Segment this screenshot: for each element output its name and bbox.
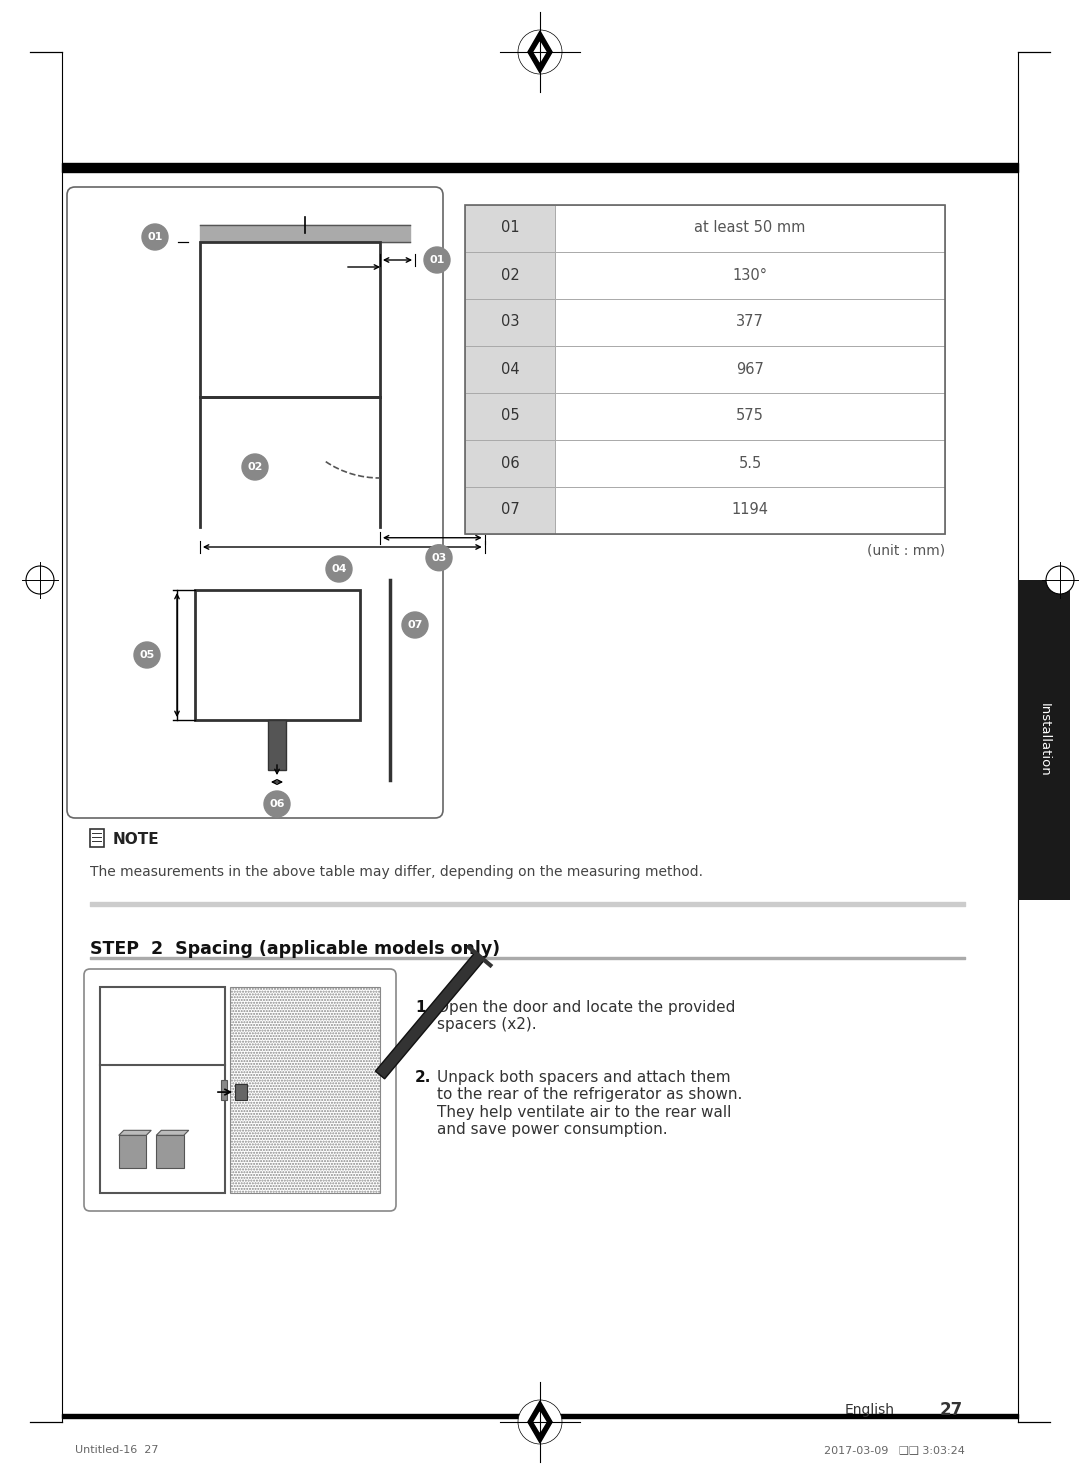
Circle shape <box>1047 567 1074 595</box>
Polygon shape <box>376 952 484 1079</box>
Text: 06: 06 <box>269 799 285 810</box>
Circle shape <box>264 790 291 817</box>
Text: Installation: Installation <box>1038 704 1051 777</box>
Text: 967: 967 <box>737 362 764 377</box>
Text: 575: 575 <box>737 409 764 424</box>
Text: 05: 05 <box>501 409 519 424</box>
Text: 27: 27 <box>940 1401 963 1419</box>
Bar <box>195 590 360 720</box>
Polygon shape <box>528 31 552 74</box>
Bar <box>555 252 945 299</box>
Text: 5.5: 5.5 <box>739 455 761 471</box>
Text: 02: 02 <box>501 268 519 283</box>
Bar <box>1018 580 1070 899</box>
Text: at least 50 mm: at least 50 mm <box>694 221 806 236</box>
Text: 01: 01 <box>430 255 445 265</box>
Text: The measurements in the above table may differ, depending on the measuring metho: The measurements in the above table may … <box>90 866 703 879</box>
Text: STEP  2  Spacing (applicable models only): STEP 2 Spacing (applicable models only) <box>90 941 500 958</box>
Bar <box>157 1135 184 1169</box>
Circle shape <box>424 247 450 272</box>
Bar <box>119 1135 146 1169</box>
Text: 04: 04 <box>501 362 519 377</box>
Text: 02: 02 <box>247 462 262 473</box>
Circle shape <box>26 567 54 595</box>
Bar <box>465 393 555 440</box>
Text: 05: 05 <box>139 651 154 659</box>
Bar <box>235 1083 247 1100</box>
Bar <box>465 205 945 534</box>
FancyBboxPatch shape <box>67 187 443 818</box>
Bar <box>221 1079 227 1100</box>
Text: 1.: 1. <box>415 999 431 1016</box>
Text: Untitled-16  27: Untitled-16 27 <box>75 1446 159 1454</box>
Text: 07: 07 <box>407 620 422 630</box>
Circle shape <box>242 453 268 480</box>
Bar <box>555 393 945 440</box>
Bar <box>555 487 945 534</box>
Bar <box>555 440 945 487</box>
Bar <box>465 252 555 299</box>
FancyBboxPatch shape <box>84 969 396 1211</box>
Text: 03: 03 <box>431 553 447 562</box>
Text: 2.: 2. <box>415 1070 431 1085</box>
Text: 04: 04 <box>332 564 347 574</box>
Text: NOTE: NOTE <box>113 833 160 848</box>
Bar <box>230 988 380 1192</box>
Polygon shape <box>119 1130 151 1135</box>
Bar <box>200 241 380 397</box>
Bar <box>268 720 286 770</box>
Polygon shape <box>157 1130 189 1135</box>
Text: Unpack both spacers and attach them
to the rear of the refrigerator as shown.
Th: Unpack both spacers and attach them to t… <box>437 1070 742 1138</box>
Bar <box>465 346 555 393</box>
Text: 1194: 1194 <box>731 502 769 518</box>
Text: 377: 377 <box>737 315 764 330</box>
Text: 2017-03-09   ❑❑ 3:03:24: 2017-03-09 ❑❑ 3:03:24 <box>824 1446 966 1454</box>
Text: 01: 01 <box>501 221 519 236</box>
Bar <box>90 829 104 846</box>
Polygon shape <box>534 43 546 62</box>
Bar <box>555 346 945 393</box>
Text: 03: 03 <box>501 315 519 330</box>
Text: English: English <box>845 1403 895 1418</box>
Text: 06: 06 <box>501 455 519 471</box>
Bar <box>465 205 555 252</box>
Text: Open the door and locate the provided
spacers (x2).: Open the door and locate the provided sp… <box>437 999 735 1032</box>
Circle shape <box>518 29 562 74</box>
Bar <box>100 988 225 1192</box>
Circle shape <box>326 556 352 581</box>
Circle shape <box>518 1400 562 1444</box>
Circle shape <box>426 545 453 571</box>
Bar <box>555 299 945 346</box>
Bar <box>465 440 555 487</box>
Bar <box>465 299 555 346</box>
Bar <box>555 205 945 252</box>
Text: 01: 01 <box>147 233 163 241</box>
Text: 07: 07 <box>501 502 519 518</box>
Polygon shape <box>528 1401 552 1443</box>
Circle shape <box>134 642 160 668</box>
Circle shape <box>141 224 168 250</box>
Bar <box>465 487 555 534</box>
Text: 130°: 130° <box>732 268 768 283</box>
Text: (unit : mm): (unit : mm) <box>867 545 945 558</box>
Circle shape <box>402 612 428 637</box>
Polygon shape <box>534 1412 546 1432</box>
